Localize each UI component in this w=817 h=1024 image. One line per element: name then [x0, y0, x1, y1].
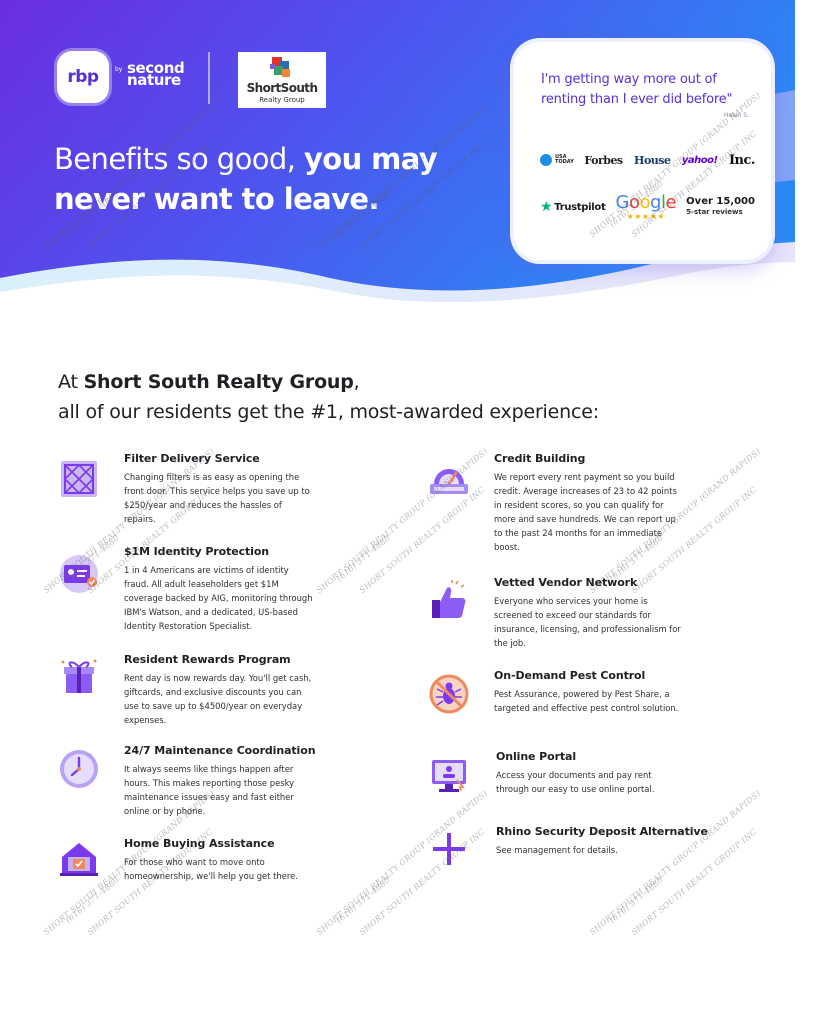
headline-line2: never want to leave.	[54, 182, 380, 216]
feature-credit-building: Credit Building We report every rent pay…	[428, 452, 698, 562]
logo-divider	[208, 52, 210, 104]
by-label: by	[115, 66, 123, 73]
short-south-logo-mark-icon	[270, 57, 290, 77]
hero-headline: Benefits so good, you may never want to …	[54, 139, 494, 219]
feature-title: Online Portal	[496, 750, 577, 763]
benefits-subheading: all of our residents get the #1, most-aw…	[58, 401, 599, 423]
feature-description: It always seems like things happen after…	[124, 764, 295, 816]
trustpilot-logo: ★ Trustpilot	[540, 199, 606, 215]
credit-gauge-icon	[430, 469, 468, 494]
feature-description: Pest Assurance, powered by Pest Share, a…	[494, 689, 679, 713]
feature-description: See management for details.	[496, 845, 618, 855]
ratings-row: ★ Trustpilot Google ★★★★★ Over 15,000 5-st…	[540, 190, 755, 224]
testimonial-quote: I'm getting way more out of renting than…	[541, 72, 733, 107]
house-logo: House	[634, 153, 671, 167]
google-rating: Google ★★★★★	[616, 193, 677, 221]
computer-portal-icon	[432, 760, 466, 792]
headline-regular: Benefits so good,	[54, 142, 304, 176]
company-name: Short South Realty Group	[83, 371, 354, 393]
home-icon	[60, 843, 98, 876]
feature-title: $1M Identity Protection	[124, 545, 270, 558]
feature-title: 24/7 Maintenance Coordination	[124, 744, 316, 757]
review-card: I'm getting way more out of renting than…	[510, 38, 775, 264]
short-south-logo-name: ShortSouth	[246, 81, 318, 95]
clock-icon	[60, 750, 98, 788]
feature-online-portal: Online Portal Access your documents and …	[428, 750, 698, 810]
rbp-logo: rbp	[57, 51, 109, 103]
usa-today-logo: USA TODAY	[540, 154, 574, 166]
yahoo-logo: yahoo!	[681, 154, 718, 166]
watermark: (616) 371-4880	[335, 875, 392, 925]
feature-filter-delivery: Filter Delivery Service Changing filters…	[58, 452, 328, 532]
testimonial-author: Helen S.	[724, 112, 749, 119]
headline-bold: you may	[303, 142, 438, 176]
feature-description: We report every rent payment so you buil…	[494, 472, 677, 552]
no-bug-icon	[429, 674, 469, 714]
inc-logo: Inc.	[728, 152, 755, 168]
plus-icon	[433, 833, 465, 865]
trustpilot-star-icon: ★	[540, 199, 553, 215]
feature-maintenance: 24/7 Maintenance Coordination It always …	[58, 744, 328, 824]
watermark: (616) 371-4880	[335, 533, 392, 583]
feature-description: Everyone who services your home is scree…	[494, 596, 681, 648]
identity-card-icon	[60, 555, 98, 593]
short-south-logo-sub: Realty Group	[259, 96, 305, 104]
feature-rhino-deposit: Rhino Security Deposit Alternative See m…	[428, 825, 728, 875]
benefits-heading: At Short South Realty Group, all of our …	[58, 367, 758, 427]
thumbs-up-icon	[432, 580, 466, 618]
feature-description: 1 in 4 Americans are victims of identity…	[124, 565, 313, 631]
feature-resident-rewards: Resident Rewards Program Rent day is now…	[58, 653, 328, 733]
feature-description: Changing filters is as easy as opening t…	[124, 472, 310, 524]
watermark: (616) 371-4880	[608, 875, 665, 925]
feature-identity-protection: $1M Identity Protection 1 in 4 Americans…	[58, 545, 328, 640]
gift-icon	[61, 659, 97, 693]
feature-description: Access your documents and pay rent throu…	[496, 770, 655, 794]
feature-title: On-Demand Pest Control	[494, 669, 646, 682]
second-nature-logo-text: second nature	[127, 59, 185, 89]
feature-title: Credit Building	[494, 452, 586, 465]
feature-vetted-vendors: Vetted Vendor Network Everyone who servi…	[428, 576, 698, 656]
feature-title: Resident Rewards Program	[124, 653, 291, 666]
google-stars: ★★★★★	[626, 212, 665, 221]
feature-title: Filter Delivery Service	[124, 452, 260, 465]
feature-pest-control: On-Demand Pest Control Pest Assurance, p…	[428, 669, 698, 739]
feature-home-buying: Home Buying Assistance For those who wan…	[58, 837, 328, 897]
feature-description: Rent day is now rewards day. You'll get …	[124, 673, 312, 725]
feature-title: Home Buying Assistance	[124, 837, 275, 850]
hero-banner: rbp by second nature ShortSouth Realty G…	[0, 0, 795, 310]
feature-title: Rhino Security Deposit Alternative	[496, 825, 708, 838]
google-logo: Google	[615, 192, 677, 213]
filter-icon	[61, 461, 97, 497]
forbes-logo: Forbes	[584, 153, 623, 167]
reviews-count: Over 15,000 5-star reviews	[686, 196, 755, 216]
feature-description: For those who want to move onto homeowne…	[124, 857, 298, 881]
rbp-logo-text: rbp	[67, 67, 99, 87]
press-logos: USA TODAY Forbes House yahoo! Inc.	[540, 150, 755, 170]
short-south-logo: ShortSouth Realty Group	[238, 52, 326, 108]
feature-title: Vetted Vendor Network	[494, 576, 638, 589]
